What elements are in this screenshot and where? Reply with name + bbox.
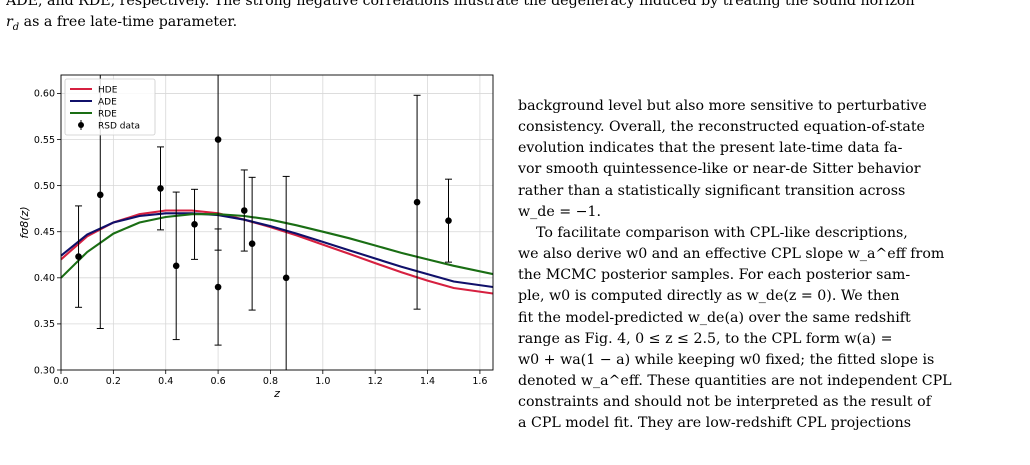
rsd-data-point — [445, 217, 452, 224]
p1-line: rather than a statistically significant … — [518, 182, 906, 199]
y-tick-label: 0.35 — [34, 319, 55, 330]
series-line-rde — [61, 213, 493, 279]
caption-math-sub: d — [12, 21, 20, 33]
rsd-data-point — [96, 191, 104, 199]
p2-line: the MCMC posterior samples. For each pos… — [518, 267, 911, 284]
y-tick-label: 0.55 — [34, 135, 55, 146]
p1-line: vor smooth quintessence-like or near-de … — [518, 161, 921, 178]
caption-line-2-rest: as a free late-time parameter. — [19, 14, 238, 30]
p2-line: fit the model-predicted w_de(a) over the… — [518, 309, 911, 326]
p1-line-last: w_de = −1. — [518, 203, 602, 220]
paragraph-1: background level but also more sensitive… — [518, 96, 1022, 223]
rsd-data-point — [172, 262, 180, 270]
y-tick-label: 0.60 — [34, 89, 55, 100]
x-tick-label: 0.6 — [211, 376, 226, 387]
legend-label-hde: HDE — [98, 85, 118, 95]
y-tick-label: 0.45 — [34, 227, 55, 238]
p1-line: consistency. Overall, the reconstructed … — [518, 119, 925, 136]
legend-label-ade: ADE — [98, 97, 117, 107]
p2-line: denoted w_a^eff. These quantities are no… — [518, 373, 952, 390]
paragraph-2: To facilitate comparison with CPL-like d… — [518, 223, 1022, 435]
y-axis-label: fσ8(z) — [18, 206, 31, 238]
p1-line: background level but also more sensitive… — [518, 98, 927, 114]
growth-rate-figure: 0.0 0.2 0.4 0.6 0.8 1.0 1.2 1.4 1.6 0.30 0.35 0.40 0… — [0, 62, 500, 465]
rsd-data-point — [191, 221, 198, 228]
legend-swatch-rsd-point — [78, 122, 84, 128]
x-tick-label: 0.2 — [106, 376, 121, 387]
x-axis-label: z — [273, 387, 280, 400]
caption-line-2: rd as a free late-time parameter. — [6, 12, 1024, 33]
y-tick-label: 0.50 — [34, 181, 55, 192]
series-line-hde — [61, 209, 493, 295]
rsd-data-point — [248, 240, 256, 248]
x-tick-label: 1.4 — [420, 376, 435, 387]
legend-box — [64, 78, 156, 136]
x-tick-label: 0.4 — [158, 376, 173, 387]
p2-line: range as Fig. 4, 0 ≤ z ≤ 2.5, to the CPL… — [518, 330, 893, 347]
legend-label-rsd: RSD data — [98, 121, 140, 131]
p2-line: w0 + wa(1 − a) while keeping w0 fixed; t… — [518, 351, 935, 368]
p2-line: a CPL model fit. They are low-redshift C… — [518, 415, 912, 432]
x-tick-label: 0.0 — [53, 376, 68, 387]
p1-line: evolution indicates that the present lat… — [518, 140, 903, 157]
figure-caption: ADE, and RDE, respectively. The strong n… — [6, 0, 1024, 33]
body-text-column: background level but also more sensitive… — [518, 96, 1022, 435]
caption-math-r: r — [6, 14, 13, 30]
rsd-data-point — [214, 136, 222, 143]
rsd-data-point — [240, 207, 248, 214]
growth-rate-chart: 0.0 0.2 0.4 0.6 0.8 1.0 1.2 1.4 1.6 0.30 0.35 0.40 0… — [18, 74, 494, 400]
x-tick-label: 1.6 — [472, 376, 487, 387]
p2-line: ple, w0 is computed directly as w_de(z =… — [518, 288, 900, 305]
p2-line: constraints and should not be interprete… — [518, 394, 931, 411]
legend-label-rde: RDE — [98, 109, 117, 119]
rsd-data-point — [157, 185, 164, 192]
plot-frame — [60, 74, 494, 371]
rsd-data-point — [413, 198, 421, 206]
x-tick-label: 1.0 — [315, 376, 330, 387]
x-tick-label: 1.2 — [368, 376, 383, 387]
y-tick-label: 0.40 — [34, 273, 55, 284]
x-tick-label: 0.8 — [263, 376, 278, 387]
rsd-data-point — [282, 274, 290, 282]
p2-line: we also derive w0 and an effective CPL s… — [518, 246, 945, 263]
y-tick-label: 0.30 — [34, 365, 55, 376]
rsd-data-point — [75, 253, 82, 260]
caption-line-1: ADE, and RDE, respectively. The strong n… — [6, 0, 915, 9]
p2-line: To facilitate comparison with CPL-like d… — [536, 224, 908, 241]
rsd-data-point — [214, 283, 222, 291]
series-line-ade — [61, 212, 493, 289]
